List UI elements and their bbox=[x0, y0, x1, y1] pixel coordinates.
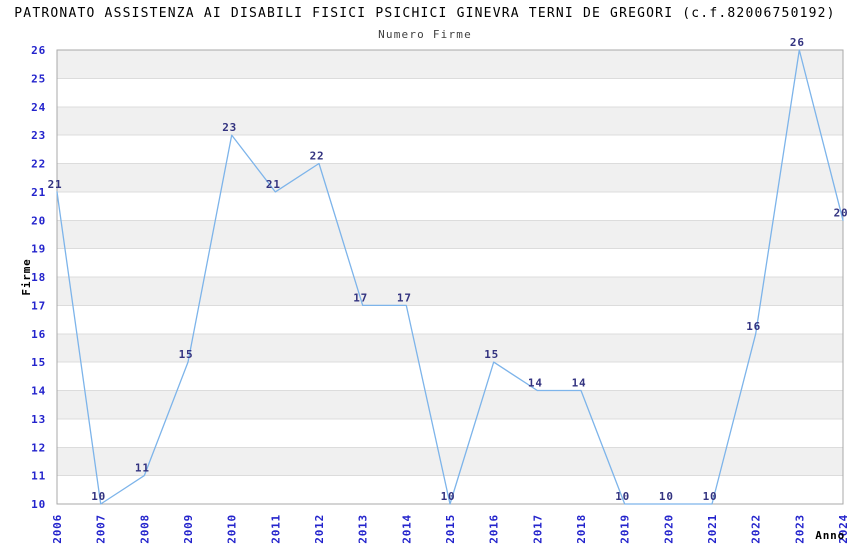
data-label: 11 bbox=[135, 462, 150, 475]
y-axis-title: Firme bbox=[20, 258, 33, 295]
x-axis-title: Anno bbox=[815, 529, 845, 542]
x-tick-label: 2024 bbox=[837, 514, 850, 544]
data-label: 26 bbox=[790, 36, 805, 49]
x-tick-label: 2009 bbox=[182, 514, 195, 544]
plot-stripe bbox=[57, 50, 843, 79]
x-tick-label: 2010 bbox=[226, 514, 239, 544]
y-tick-label: 11 bbox=[31, 470, 46, 483]
plot-stripe bbox=[57, 333, 843, 363]
y-tick-label: 20 bbox=[31, 214, 46, 227]
y-tick-label: 13 bbox=[31, 413, 46, 426]
y-tick-label: 15 bbox=[31, 356, 46, 369]
x-tick-label: 2019 bbox=[619, 514, 632, 544]
x-tick-label: 2007 bbox=[95, 514, 108, 544]
data-label: 10 bbox=[703, 490, 718, 503]
data-label: 22 bbox=[310, 150, 325, 163]
data-label: 23 bbox=[222, 121, 237, 134]
data-label: 10 bbox=[91, 490, 106, 503]
x-tick-label: 2022 bbox=[750, 514, 763, 544]
data-label: 10 bbox=[441, 490, 456, 503]
x-tick-label: 2017 bbox=[531, 514, 544, 544]
y-tick-label: 16 bbox=[31, 328, 46, 341]
data-label: 17 bbox=[397, 291, 412, 304]
chart-title: PATRONATO ASSISTENZA AI DISABILI FISICI … bbox=[14, 6, 836, 21]
x-tick-label: 2011 bbox=[269, 514, 282, 544]
data-label: 15 bbox=[484, 348, 499, 361]
plot-stripe bbox=[57, 447, 843, 476]
y-tick-label: 25 bbox=[31, 72, 46, 85]
data-label: 10 bbox=[659, 490, 674, 503]
data-label: 21 bbox=[48, 178, 63, 191]
y-tick-label: 17 bbox=[31, 299, 46, 312]
plot-stripe bbox=[57, 163, 843, 192]
x-tick-label: 2006 bbox=[51, 514, 64, 544]
x-tick-label: 2021 bbox=[706, 514, 719, 544]
data-label: 16 bbox=[746, 320, 761, 333]
y-tick-label: 21 bbox=[31, 186, 46, 199]
x-tick-label: 2008 bbox=[138, 514, 151, 544]
plot-stripe bbox=[57, 390, 843, 419]
y-tick-label: 22 bbox=[31, 158, 46, 171]
data-label: 21 bbox=[266, 178, 281, 191]
data-label: 14 bbox=[572, 377, 587, 390]
series-line bbox=[56, 49, 844, 505]
y-tick-label: 19 bbox=[31, 243, 46, 256]
y-tick-label: 10 bbox=[31, 498, 46, 511]
data-label: 15 bbox=[179, 348, 194, 361]
x-tick-label: 2023 bbox=[793, 514, 806, 544]
data-label: 10 bbox=[615, 490, 630, 503]
data-label: 14 bbox=[528, 377, 543, 390]
y-tick-label: 18 bbox=[31, 271, 46, 284]
chart-subtitle: Numero Firme bbox=[378, 28, 472, 41]
x-tick-label: 2013 bbox=[357, 514, 370, 544]
y-tick-label: 23 bbox=[31, 129, 46, 142]
x-tick-label: 2012 bbox=[313, 514, 326, 544]
plot-stripe bbox=[57, 106, 843, 136]
x-tick-label: 2016 bbox=[488, 514, 501, 544]
plot-stripe bbox=[57, 220, 843, 249]
x-tick-label: 2014 bbox=[400, 514, 413, 544]
y-tick-label: 24 bbox=[31, 101, 46, 114]
x-tick-label: 2020 bbox=[662, 514, 675, 544]
plot-stripe bbox=[57, 277, 843, 306]
data-label: 20 bbox=[834, 206, 849, 219]
data-label: 17 bbox=[353, 291, 368, 304]
y-tick-label: 14 bbox=[31, 385, 46, 398]
y-tick-label: 12 bbox=[31, 441, 46, 454]
x-tick-label: 2015 bbox=[444, 514, 457, 544]
x-tick-label: 2018 bbox=[575, 514, 588, 544]
y-tick-label: 26 bbox=[31, 44, 46, 57]
